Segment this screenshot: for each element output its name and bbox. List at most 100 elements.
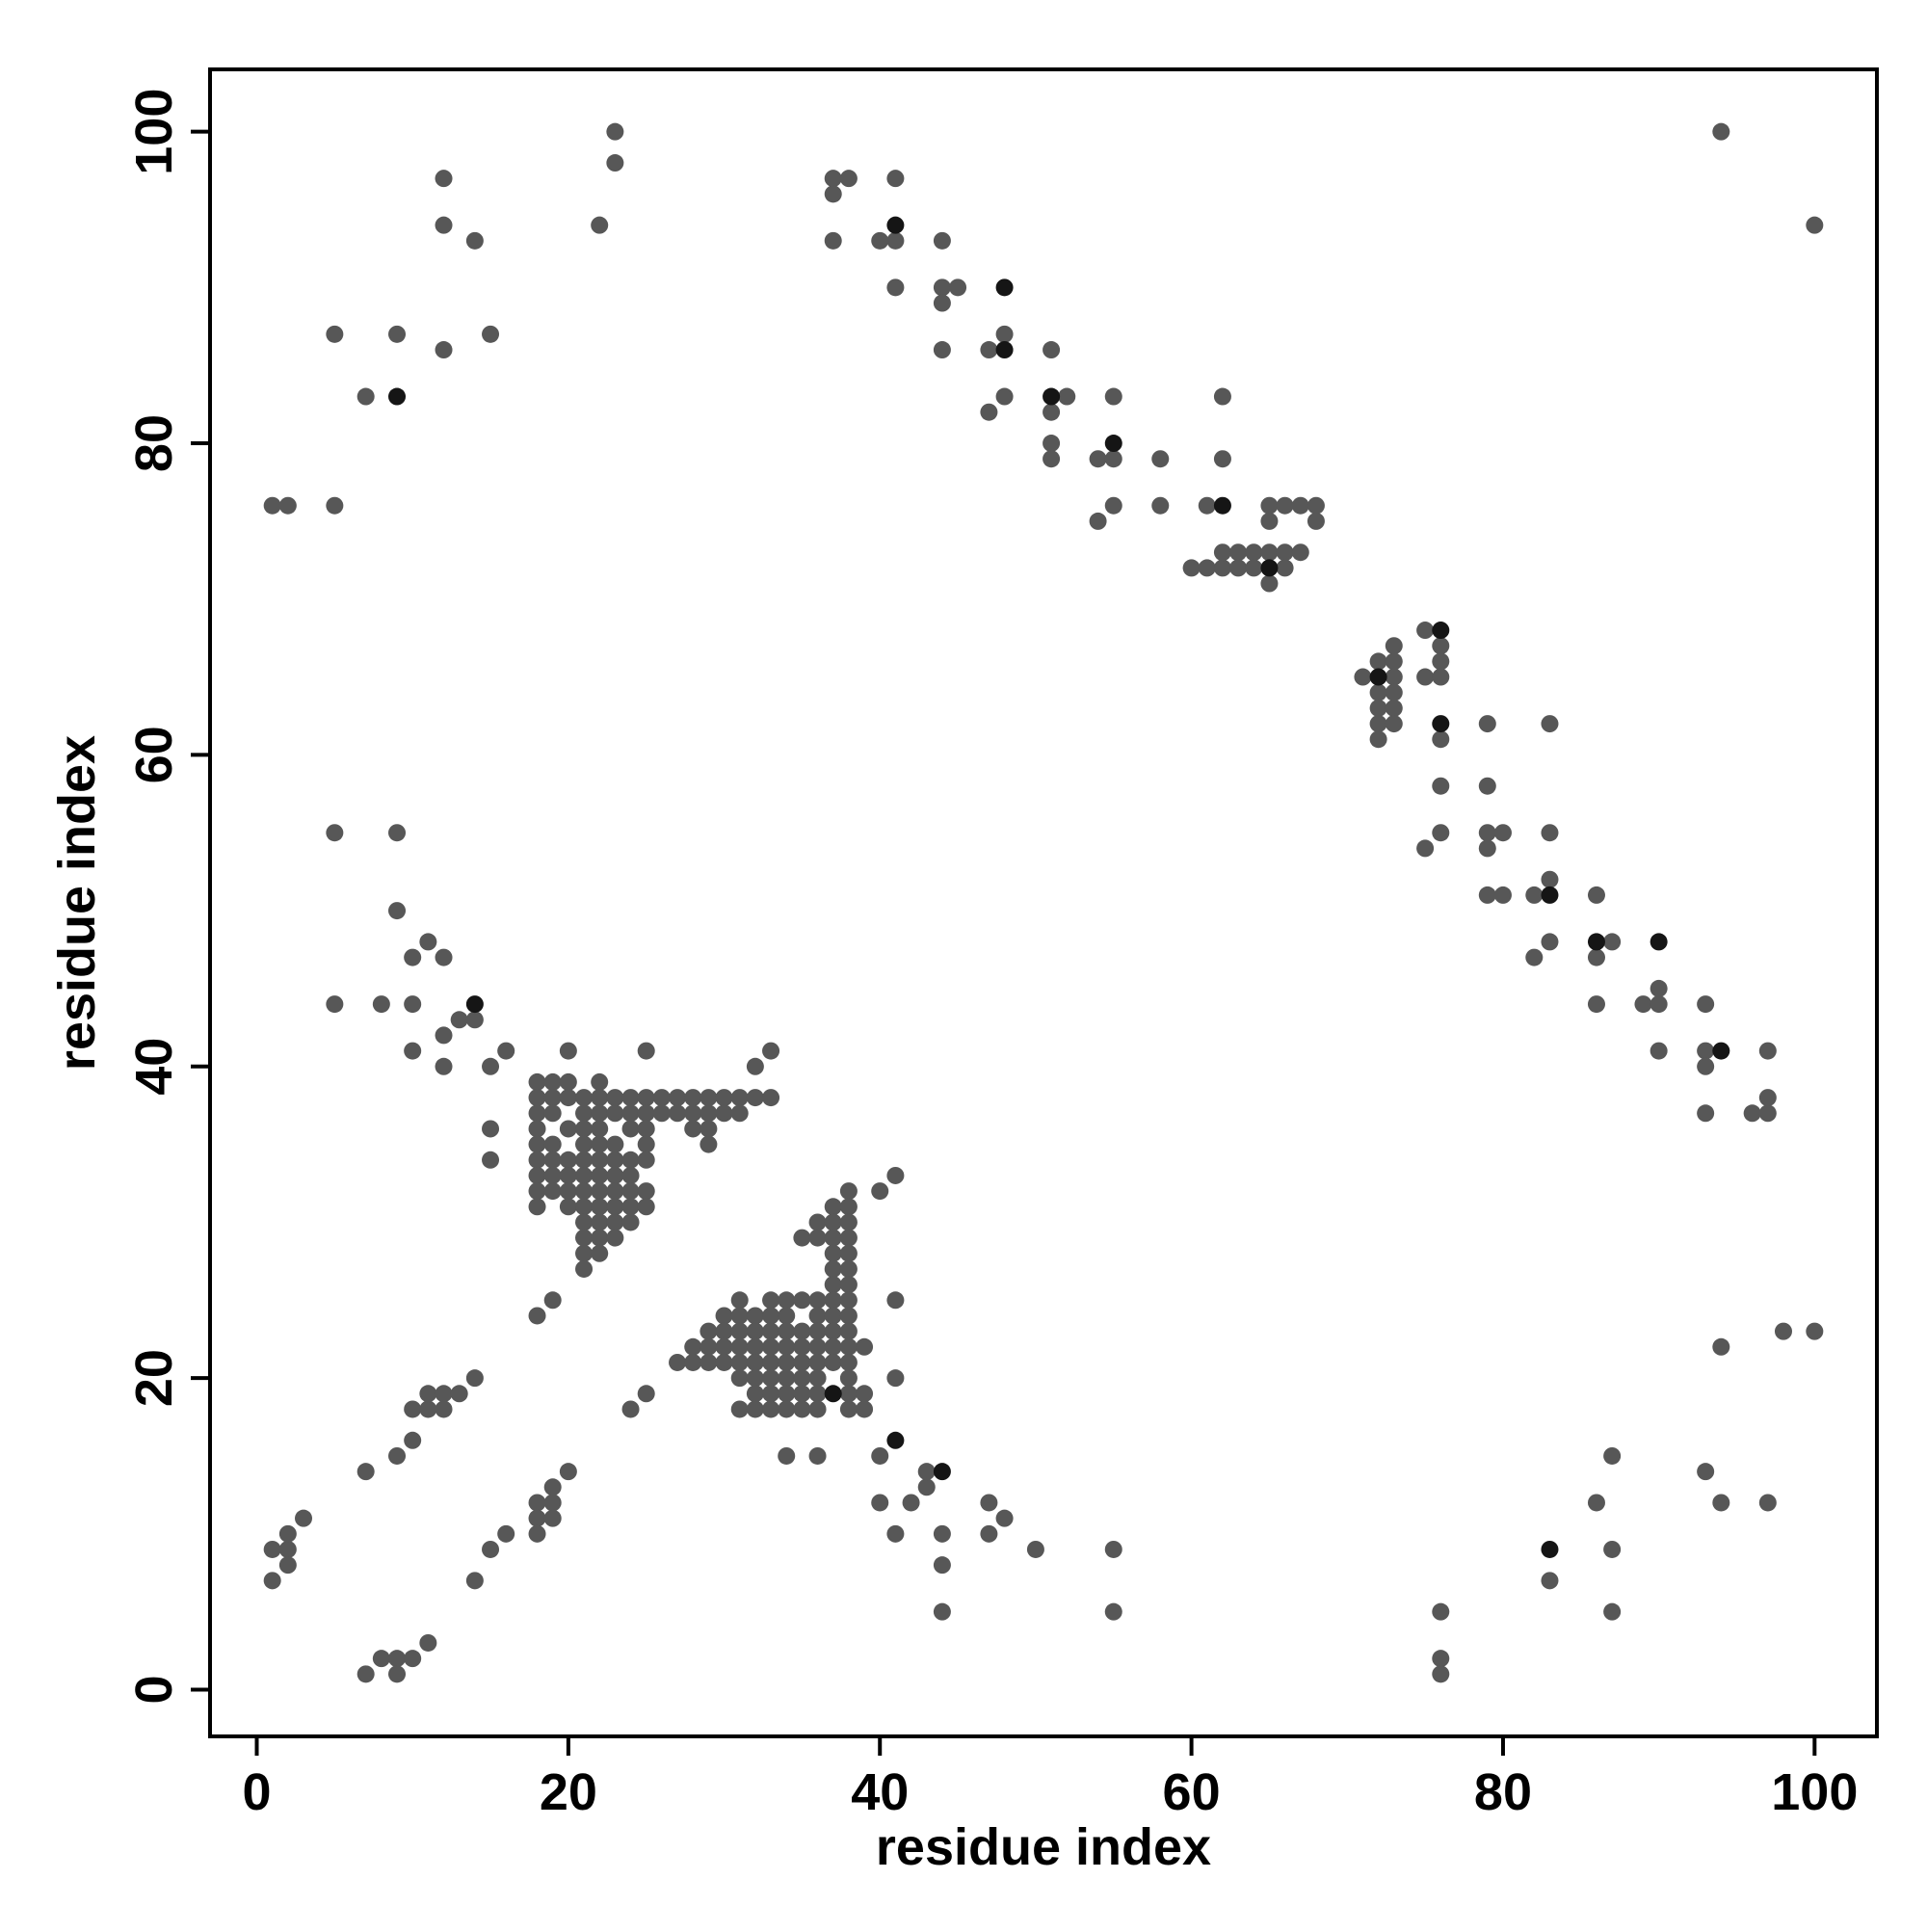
data-point [621, 1213, 640, 1231]
data-point [637, 1135, 655, 1153]
data-point [824, 185, 842, 203]
data-point [1213, 387, 1231, 406]
data-point [1697, 1463, 1715, 1481]
data-point [278, 1556, 297, 1575]
data-point [1432, 668, 1450, 686]
data-point [1385, 668, 1403, 686]
data-point [637, 1385, 655, 1403]
data-point [1198, 496, 1216, 515]
data-point [1260, 543, 1279, 562]
data-point [839, 1213, 858, 1231]
data-point [1213, 450, 1231, 468]
data-point [356, 1665, 375, 1683]
data-point [762, 1307, 780, 1325]
data-point [808, 1291, 827, 1310]
data-point [746, 1369, 764, 1388]
data-point [839, 1307, 858, 1325]
data-point [824, 1322, 842, 1340]
data-point [404, 948, 422, 966]
data-point [1650, 979, 1668, 997]
data-point [886, 1369, 905, 1388]
data-point [886, 278, 905, 297]
data-point [388, 325, 407, 343]
data-point [762, 1042, 780, 1060]
data-point [933, 231, 951, 250]
data-point [591, 1089, 609, 1107]
data-point [995, 278, 1014, 297]
data-point [1385, 637, 1403, 655]
data-point [606, 122, 624, 141]
data-point [575, 1166, 594, 1184]
data-point [388, 387, 407, 406]
data-point [839, 1229, 858, 1247]
data-point [715, 1337, 733, 1356]
data-point [575, 1259, 594, 1278]
data-point [824, 1229, 842, 1247]
data-point [700, 1120, 718, 1138]
data-point [1432, 1650, 1450, 1668]
data-point [482, 1151, 500, 1169]
data-point [839, 1198, 858, 1216]
data-point [1603, 1602, 1622, 1621]
data-point [1043, 450, 1061, 468]
data-point [730, 1291, 749, 1310]
data-point [1758, 1042, 1777, 1060]
data-point [591, 1213, 609, 1231]
data-point [326, 496, 344, 515]
data-point [808, 1337, 827, 1356]
data-point [1354, 668, 1372, 686]
data-point [1525, 886, 1544, 904]
data-point [730, 1337, 749, 1356]
data-point [995, 341, 1014, 359]
data-point [669, 1104, 687, 1123]
data-point [528, 1524, 546, 1543]
data-point [871, 1446, 889, 1465]
data-point [388, 1446, 407, 1465]
data-point [482, 1057, 500, 1075]
data-point [1043, 387, 1061, 406]
data-point [886, 170, 905, 188]
data-point [1260, 496, 1279, 515]
data-point [886, 1431, 905, 1449]
data-point [824, 1244, 842, 1262]
data-point [575, 1244, 594, 1262]
data-point [839, 1337, 858, 1356]
data-point [1541, 824, 1559, 842]
data-point [575, 1151, 594, 1169]
data-point [606, 1213, 624, 1231]
data-point [450, 1385, 468, 1403]
data-point [637, 1104, 655, 1123]
data-point [980, 341, 998, 359]
data-point [637, 1042, 655, 1060]
data-point [1089, 512, 1107, 530]
data-point [715, 1089, 733, 1107]
data-point [1229, 543, 1248, 562]
data-point [1603, 1540, 1622, 1558]
data-point [388, 1665, 407, 1683]
data-point [746, 1322, 764, 1340]
data-point [606, 1151, 624, 1169]
data-point [1758, 1089, 1777, 1107]
y-axis-title: residue index [48, 735, 106, 1071]
data-point [700, 1353, 718, 1371]
data-point [528, 1182, 546, 1201]
data-point [606, 154, 624, 172]
data-point [793, 1229, 811, 1247]
data-point [1369, 668, 1387, 686]
data-point [933, 1524, 951, 1543]
data-point [543, 1089, 562, 1107]
y-tick-label: 40 [125, 1038, 183, 1096]
data-point [559, 1151, 577, 1169]
data-point [1525, 948, 1544, 966]
data-point [575, 1198, 594, 1216]
data-point [1432, 777, 1450, 795]
data-point [839, 1353, 858, 1371]
data-point [388, 824, 407, 842]
data-point [1587, 933, 1605, 951]
data-point [746, 1353, 764, 1371]
data-point [1385, 715, 1403, 733]
data-point [1213, 559, 1231, 577]
data-point [1260, 574, 1279, 593]
data-point [543, 1104, 562, 1123]
